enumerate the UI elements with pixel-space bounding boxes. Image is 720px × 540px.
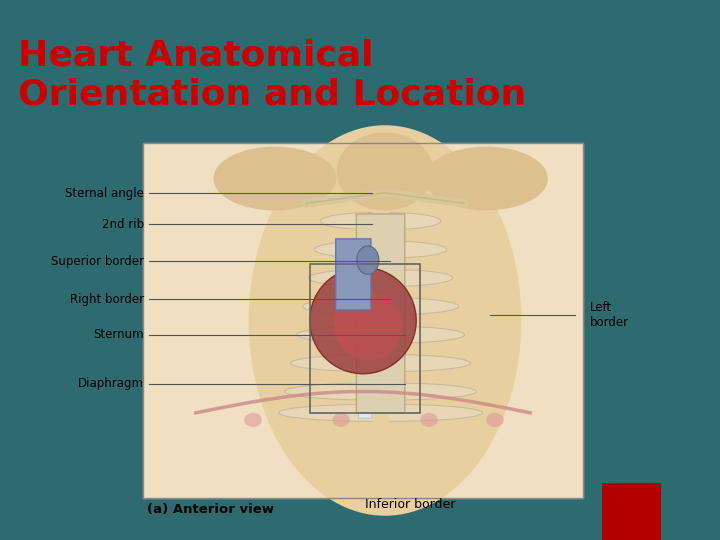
Polygon shape (390, 269, 453, 286)
Polygon shape (302, 298, 372, 315)
Bar (602, 483, 661, 540)
FancyBboxPatch shape (359, 386, 372, 397)
Ellipse shape (248, 125, 521, 516)
FancyBboxPatch shape (359, 273, 372, 284)
Ellipse shape (357, 246, 379, 274)
Text: Inferior border: Inferior border (365, 498, 455, 511)
Polygon shape (390, 213, 441, 230)
Ellipse shape (486, 413, 504, 427)
Ellipse shape (334, 291, 402, 360)
Ellipse shape (425, 146, 548, 211)
Polygon shape (291, 355, 372, 372)
Polygon shape (390, 298, 459, 315)
Polygon shape (390, 355, 471, 372)
Text: (a) Anterior view: (a) Anterior view (147, 503, 274, 516)
Polygon shape (320, 213, 372, 230)
Bar (310, 264, 420, 413)
Polygon shape (390, 404, 482, 421)
Text: Sternal angle: Sternal angle (65, 186, 144, 199)
Ellipse shape (337, 132, 433, 211)
Polygon shape (279, 404, 372, 421)
Text: 2nd rib: 2nd rib (102, 218, 144, 231)
Text: Left
border: Left border (590, 301, 629, 329)
FancyBboxPatch shape (359, 408, 372, 418)
Polygon shape (297, 326, 372, 343)
Text: Superior border: Superior border (51, 254, 144, 267)
FancyBboxPatch shape (336, 239, 371, 310)
Text: Right border: Right border (70, 293, 144, 306)
Polygon shape (390, 383, 477, 400)
Text: Sternum: Sternum (94, 328, 144, 341)
Ellipse shape (213, 146, 337, 211)
Polygon shape (390, 326, 464, 343)
Text: Diaphragm: Diaphragm (78, 377, 144, 390)
FancyBboxPatch shape (359, 329, 372, 340)
Polygon shape (284, 383, 372, 400)
FancyBboxPatch shape (359, 301, 372, 312)
Ellipse shape (244, 413, 262, 427)
Bar (143, 143, 583, 498)
Ellipse shape (420, 413, 438, 427)
Polygon shape (315, 241, 372, 258)
Ellipse shape (310, 267, 416, 374)
Ellipse shape (332, 413, 350, 427)
Bar (143, 143, 583, 498)
FancyBboxPatch shape (359, 358, 372, 368)
Polygon shape (390, 241, 447, 258)
Polygon shape (308, 269, 372, 286)
Bar (143, 143, 583, 498)
Text: Heart Anatomical
Orientation and Location: Heart Anatomical Orientation and Locatio… (18, 38, 526, 111)
FancyBboxPatch shape (356, 214, 405, 413)
